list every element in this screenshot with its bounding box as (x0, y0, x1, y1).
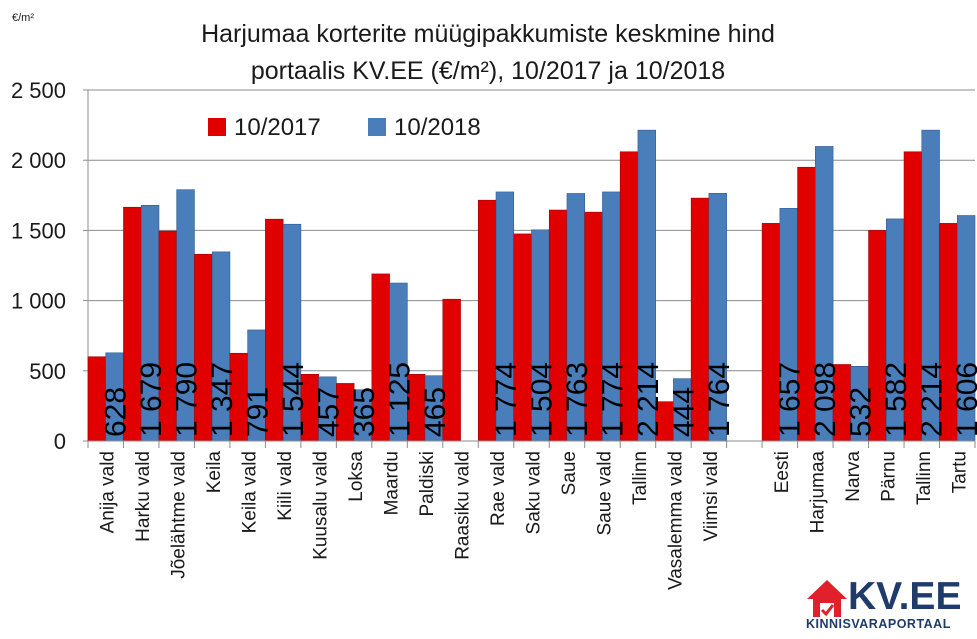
x-tick-label: Vasalemma vald (665, 451, 686, 590)
x-tick-label: Eesti (772, 451, 793, 493)
x-tick-label: Maardu (382, 451, 403, 515)
data-label-10-2018: 1 657 (774, 362, 807, 437)
x-tick-label: Paldiski (417, 451, 438, 516)
legend-swatch-10-2017 (208, 118, 226, 136)
y-axis: 0 500 1 000 1 500 2 000 2 500 (11, 78, 89, 454)
x-axis: Anija vald Harku vald Jõelähtme vald Keila K… (87, 440, 976, 590)
kv-ee-logo: KV.EE KINNISVARAPORTAAL (805, 575, 970, 635)
x-tick-label: Harjumaa (807, 451, 828, 534)
y-axis-unit-label: €/m² (12, 12, 34, 24)
data-label-10-2018: 465 (419, 387, 452, 437)
bars (87, 129, 976, 442)
data-label-10-2018: 1 763 (561, 362, 594, 437)
y-tick-label: 500 (29, 359, 66, 384)
x-tick-label: Saku vald (524, 451, 545, 534)
x-tick-label: Narva (843, 451, 864, 502)
x-tick-label: Tartu (949, 451, 970, 493)
x-tick-label: Kiili vald (275, 451, 296, 521)
y-tick-label: 0 (54, 429, 66, 454)
x-tick-label: Keila vald (240, 451, 261, 533)
data-label-10-2018: 2 214 (916, 362, 949, 437)
x-tick-label: Saue vald (594, 451, 615, 536)
data-label-10-2018: 1 679 (135, 362, 168, 437)
x-tick-label: Raasiku vald (453, 451, 474, 560)
y-tick-label: 2 500 (11, 78, 66, 103)
x-tick-label: Harku vald (133, 451, 154, 542)
x-tick-label: Rae vald (488, 451, 509, 526)
x-tick-label: Viimsi vald (701, 451, 722, 541)
legend-label: 10/2018 (394, 114, 481, 141)
logo-subtext: KINNISVARAPORTAAL (806, 617, 951, 631)
x-tick-label: Anija vald (98, 451, 119, 533)
house-logo-icon (807, 580, 847, 617)
y-tick-label: 2 000 (11, 148, 66, 173)
chart-title-line1: Harjumaa korterite müügipakkumiste keskm… (201, 20, 775, 48)
data-label-10-2018: 2 214 (632, 362, 665, 437)
data-label-10-2018: 1 582 (880, 362, 913, 437)
data-label-10-2018: 1 125 (383, 362, 416, 437)
x-tick-label: Keila (204, 451, 225, 494)
legend-swatch-10-2018 (368, 118, 386, 136)
x-tick-label: Kuusalu vald (311, 451, 332, 560)
data-label-10-2018: 1 544 (277, 362, 310, 437)
data-label-10-2018: 444 (667, 387, 700, 437)
chart-title-line2: portaalis KV.EE (€/m²), 10/2017 ja 10/20… (251, 57, 725, 85)
y-tick-label: 1 500 (11, 218, 66, 243)
data-label-10-2018: 365 (348, 387, 381, 437)
data-label-10-2018: 457 (312, 387, 345, 437)
data-label-10-2018: 1 790 (171, 362, 204, 437)
data-labels: 628 1 679 1 790 1 347 791 1 544 457 365 1 125 465… (100, 362, 977, 437)
legend: 10/2017 10/2018 (208, 114, 481, 141)
logo-text: KV.EE (848, 575, 962, 618)
data-label-10-2018: 532 (845, 387, 878, 437)
legend-label: 10/2017 (234, 114, 321, 141)
data-label-10-2018: 1 764 (703, 362, 736, 437)
data-label-10-2018: 1 504 (525, 362, 558, 437)
data-label-10-2018: 1 347 (206, 362, 239, 437)
data-label-10-2018: 2 098 (809, 362, 842, 437)
data-label-10-2018: 791 (242, 387, 275, 437)
x-tick-label: Tallinn (914, 451, 935, 505)
x-tick-label: Jõelähtme vald (169, 451, 190, 579)
data-label-10-2018: 1 774 (596, 362, 629, 437)
data-label-10-2018: 1 606 (951, 362, 977, 437)
x-tick-label: Loksa (346, 451, 367, 502)
data-label-10-2018: 1 774 (490, 362, 523, 437)
x-tick-label: Tallinn (630, 451, 651, 505)
data-label-10-2018: 628 (100, 387, 133, 437)
x-tick-label: Pärnu (878, 451, 899, 502)
x-tick-label: Saue (559, 451, 580, 495)
y-tick-label: 1 000 (11, 289, 66, 314)
